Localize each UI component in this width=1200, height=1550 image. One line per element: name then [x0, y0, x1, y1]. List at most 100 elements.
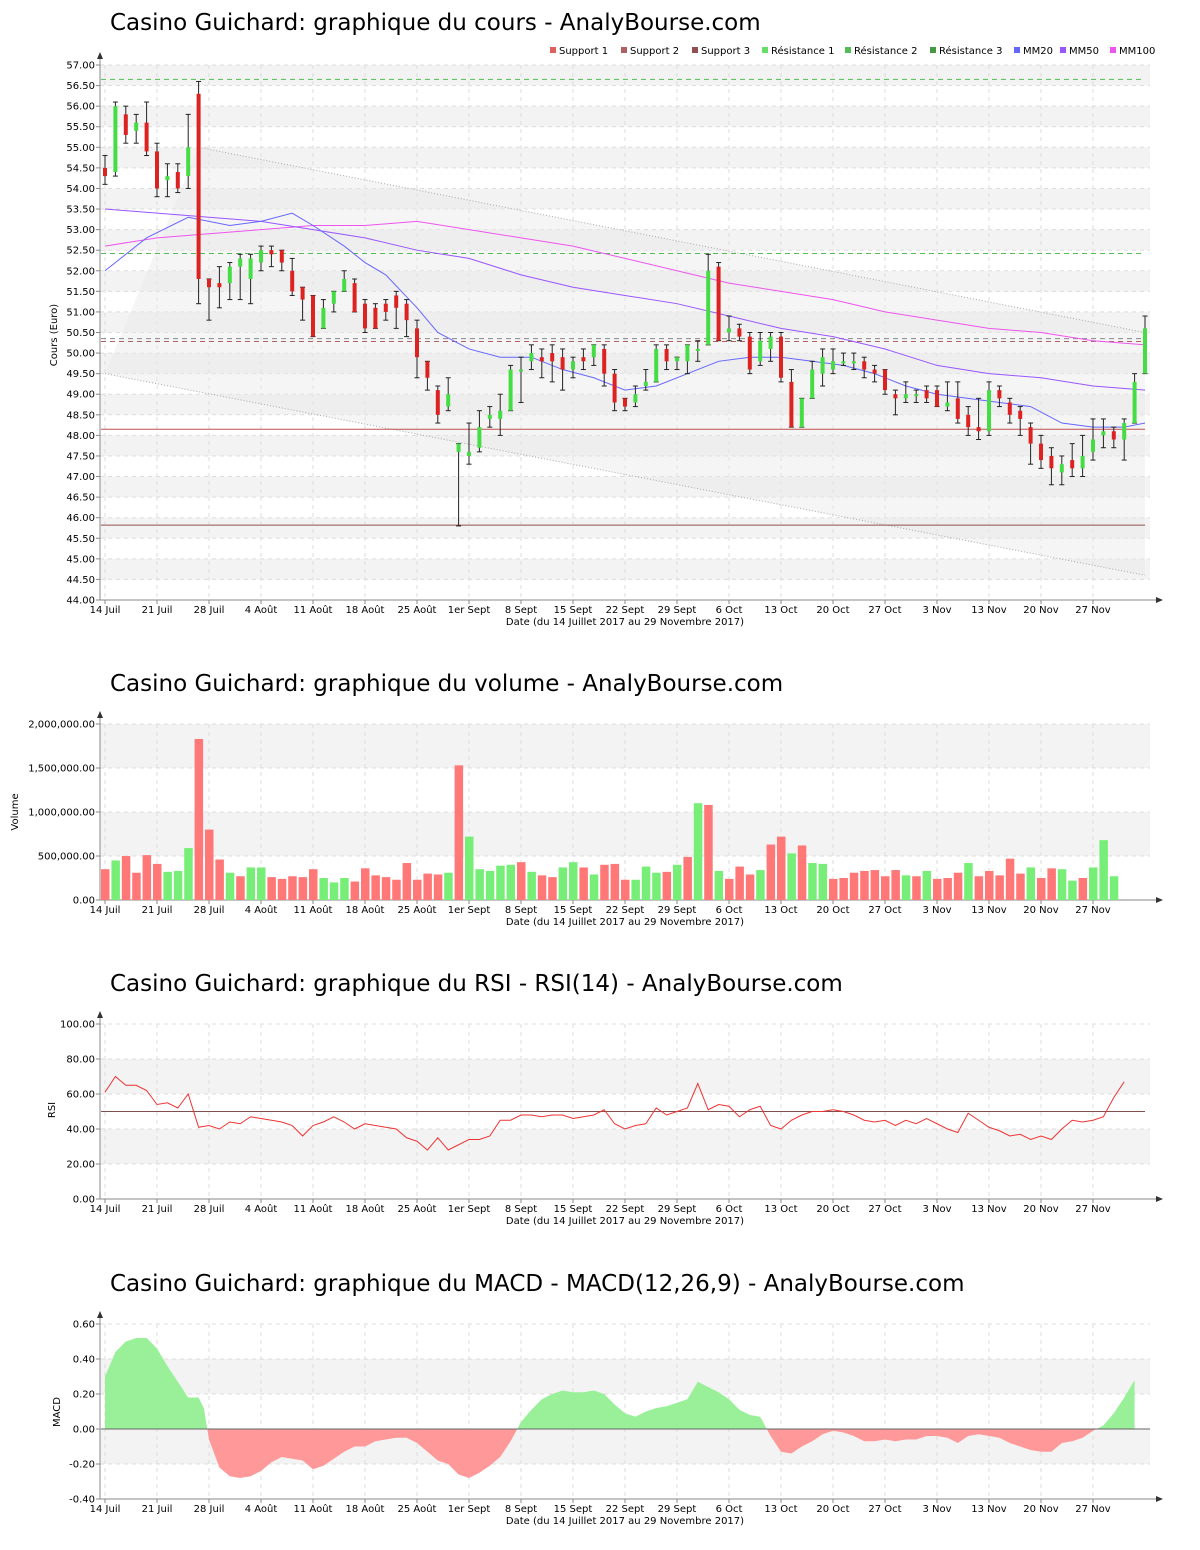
- x-tick-label: 4 Août: [245, 604, 278, 616]
- y-tick-label: 44.50: [66, 575, 95, 586]
- volume-bar: [1099, 840, 1108, 900]
- volume-bar: [173, 870, 183, 900]
- candle-body: [113, 106, 118, 172]
- y-tick-label: 50.50: [66, 328, 95, 339]
- legend-swatch: [621, 47, 627, 53]
- candle-body: [612, 373, 617, 403]
- macd-chart-title: Casino Guichard: graphique du MACD - MAC…: [110, 1271, 965, 1297]
- legend-label: Support 3: [701, 46, 750, 57]
- x-tick-label: 4 Août: [245, 1503, 278, 1515]
- candle-body: [331, 291, 336, 304]
- x-tick-label: 29 Sept: [658, 1504, 697, 1515]
- y-tick-label: 52.00: [66, 266, 95, 277]
- candle-body: [477, 427, 482, 448]
- volume-bar: [839, 878, 848, 900]
- candle-body: [1039, 443, 1043, 461]
- candle-body: [685, 344, 690, 362]
- mm50-line: [104, 208, 1146, 391]
- volume-bar: [901, 875, 911, 900]
- y-axis-arrow: [97, 711, 103, 718]
- candle-body: [841, 361, 846, 364]
- y-tick-label: 47.50: [66, 451, 95, 462]
- y-tick-label: 48.00: [66, 431, 95, 442]
- candle-body: [269, 250, 274, 255]
- x-tick-label: 11 Août: [294, 1203, 333, 1215]
- grid-band: [100, 724, 1150, 768]
- x-tick-label: 11 Août: [294, 604, 333, 616]
- x-tick-label: 1er Sept: [448, 905, 491, 916]
- volume-bar: [912, 876, 921, 900]
- volume-bar: [693, 803, 703, 900]
- volume-bar: [1089, 867, 1098, 900]
- x-tick-label: 3 Nov: [922, 905, 951, 916]
- volume-bar: [995, 875, 1004, 900]
- y-tick-label: 1,000,000.00: [28, 808, 95, 819]
- candle-body: [435, 390, 440, 415]
- x-tick-label: 13 Nov: [971, 605, 1007, 616]
- volume-bar: [714, 870, 724, 900]
- volume-bar: [1037, 878, 1046, 900]
- y-tick-label: 48.50: [66, 410, 95, 421]
- volume-bar: [777, 836, 786, 900]
- channel-lower-line: [104, 373, 1146, 576]
- y-tick-label: 40.00: [66, 1125, 95, 1136]
- x-tick-label: 20 Oct: [816, 905, 849, 916]
- x-tick-label: 27 Oct: [868, 1504, 901, 1515]
- legend-label: MM50: [1069, 46, 1099, 57]
- y-axis-label: Volume: [10, 793, 21, 830]
- volume-bar: [766, 844, 776, 900]
- candle-body: [103, 167, 107, 177]
- volume-bar: [641, 866, 651, 900]
- legend-label: MM100: [1119, 46, 1155, 57]
- y-tick-label: 2,000,000.00: [28, 720, 95, 731]
- volume-bar: [257, 867, 266, 900]
- y-axis-label: MACD: [52, 1397, 63, 1427]
- volume-bar: [423, 873, 432, 900]
- candle-body: [1111, 431, 1116, 440]
- y-tick-label: 0.60: [73, 1320, 95, 1331]
- volume-bar: [101, 869, 110, 900]
- x-tick-label: 4 Août: [245, 1203, 278, 1215]
- candle-body: [446, 394, 451, 407]
- candle-body: [238, 258, 243, 267]
- volume-bar: [1057, 869, 1067, 900]
- x-tick-label: 22 Sept: [606, 1504, 645, 1515]
- volume-chart-title: Casino Guichard: graphique du volume - A…: [110, 671, 784, 697]
- volume-chart: 0.00 500,000.00 1,000,000.00 1,500,000.00 2,…: [10, 711, 1163, 928]
- volume-bar: [1047, 868, 1056, 900]
- volume-bar: [610, 863, 620, 900]
- candle-body: [727, 328, 731, 333]
- x-tick-label: 27 Oct: [868, 605, 901, 616]
- legend-label: Support 1: [559, 46, 608, 57]
- y-tick-label: 45.00: [66, 554, 95, 565]
- candle-body: [311, 295, 315, 337]
- y-tick-label: 0.00: [73, 896, 95, 907]
- volume-bar: [662, 871, 672, 900]
- volume-bar: [829, 878, 838, 900]
- candle-body: [789, 381, 794, 428]
- legend-swatch: [550, 47, 556, 53]
- volume-bar: [496, 865, 505, 900]
- volume-bar: [402, 863, 412, 900]
- candle-body: [1007, 402, 1012, 415]
- candle-body: [321, 307, 326, 329]
- candle-body: [196, 93, 201, 279]
- x-tick-label: 28 Juil: [194, 1504, 225, 1515]
- volume-bar: [735, 866, 744, 900]
- grid-band: [100, 229, 1150, 251]
- volume-bar: [527, 871, 536, 900]
- y-tick-label: 55.50: [66, 122, 95, 133]
- y-tick-label: 53.50: [66, 205, 95, 216]
- volume-bar: [621, 879, 630, 900]
- y-tick-label: 0.20: [73, 1390, 95, 1401]
- volume-bar: [142, 855, 152, 900]
- candle-body: [508, 369, 513, 411]
- x-tick-label: 20 Nov: [1023, 905, 1059, 916]
- volume-bar: [922, 870, 932, 900]
- volume-bar: [184, 848, 193, 900]
- x-tick-label: 18 Août: [346, 1203, 385, 1215]
- grid-band: [100, 435, 1150, 456]
- candle-body: [144, 122, 149, 152]
- volume-bar: [704, 804, 713, 900]
- volume-bar: [132, 872, 141, 900]
